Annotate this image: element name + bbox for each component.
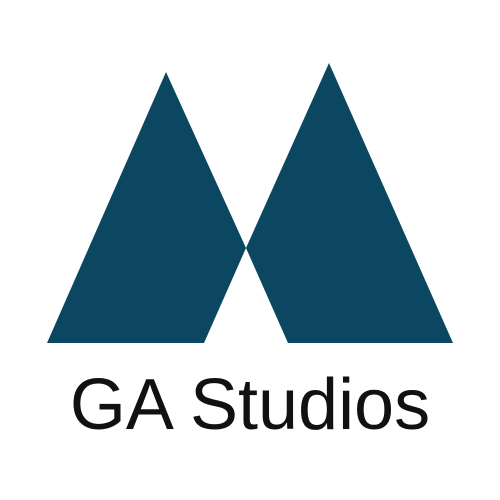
twin-peaks-logo-icon bbox=[47, 63, 453, 343]
right-peak-shape bbox=[246, 63, 453, 343]
left-peak-shape bbox=[47, 72, 246, 343]
brand-name: GA Studios bbox=[69, 365, 431, 445]
